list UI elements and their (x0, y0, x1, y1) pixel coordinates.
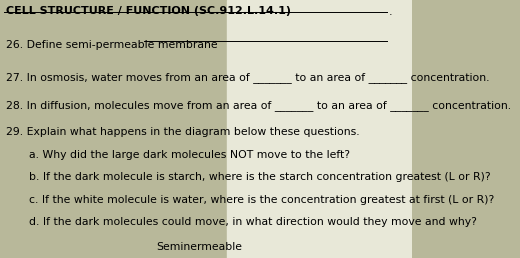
Text: 28. In diffusion, molecules move from an area of _______ to an area of _______ c: 28. In diffusion, molecules move from an… (6, 100, 511, 111)
Text: 27. In osmosis, water moves from an area of _______ to an area of _______ concen: 27. In osmosis, water moves from an area… (6, 72, 490, 83)
Text: a. Why did the large dark molecules NOT move to the left?: a. Why did the large dark molecules NOT … (29, 150, 350, 160)
Text: 26. Define semi-permeable membrane: 26. Define semi-permeable membrane (6, 40, 218, 50)
Text: .: . (389, 7, 393, 17)
Text: Seminermeable: Seminermeable (157, 242, 242, 252)
Text: CELL STRUCTURE / FUNCTION (SC.912.L.14.1): CELL STRUCTURE / FUNCTION (SC.912.L.14.1… (6, 6, 291, 17)
Text: c. If the white molecule is water, where is the concentration greatest at first : c. If the white molecule is water, where… (29, 195, 494, 205)
Text: d. If the dark molecules could move, in what direction would they move and why?: d. If the dark molecules could move, in … (29, 217, 477, 227)
Text: b. If the dark molecule is starch, where is the starch concentration greatest (L: b. If the dark molecule is starch, where… (29, 172, 490, 182)
Text: 29. Explain what happens in the diagram below these questions.: 29. Explain what happens in the diagram … (6, 127, 360, 136)
Bar (227, 0, 412, 258)
